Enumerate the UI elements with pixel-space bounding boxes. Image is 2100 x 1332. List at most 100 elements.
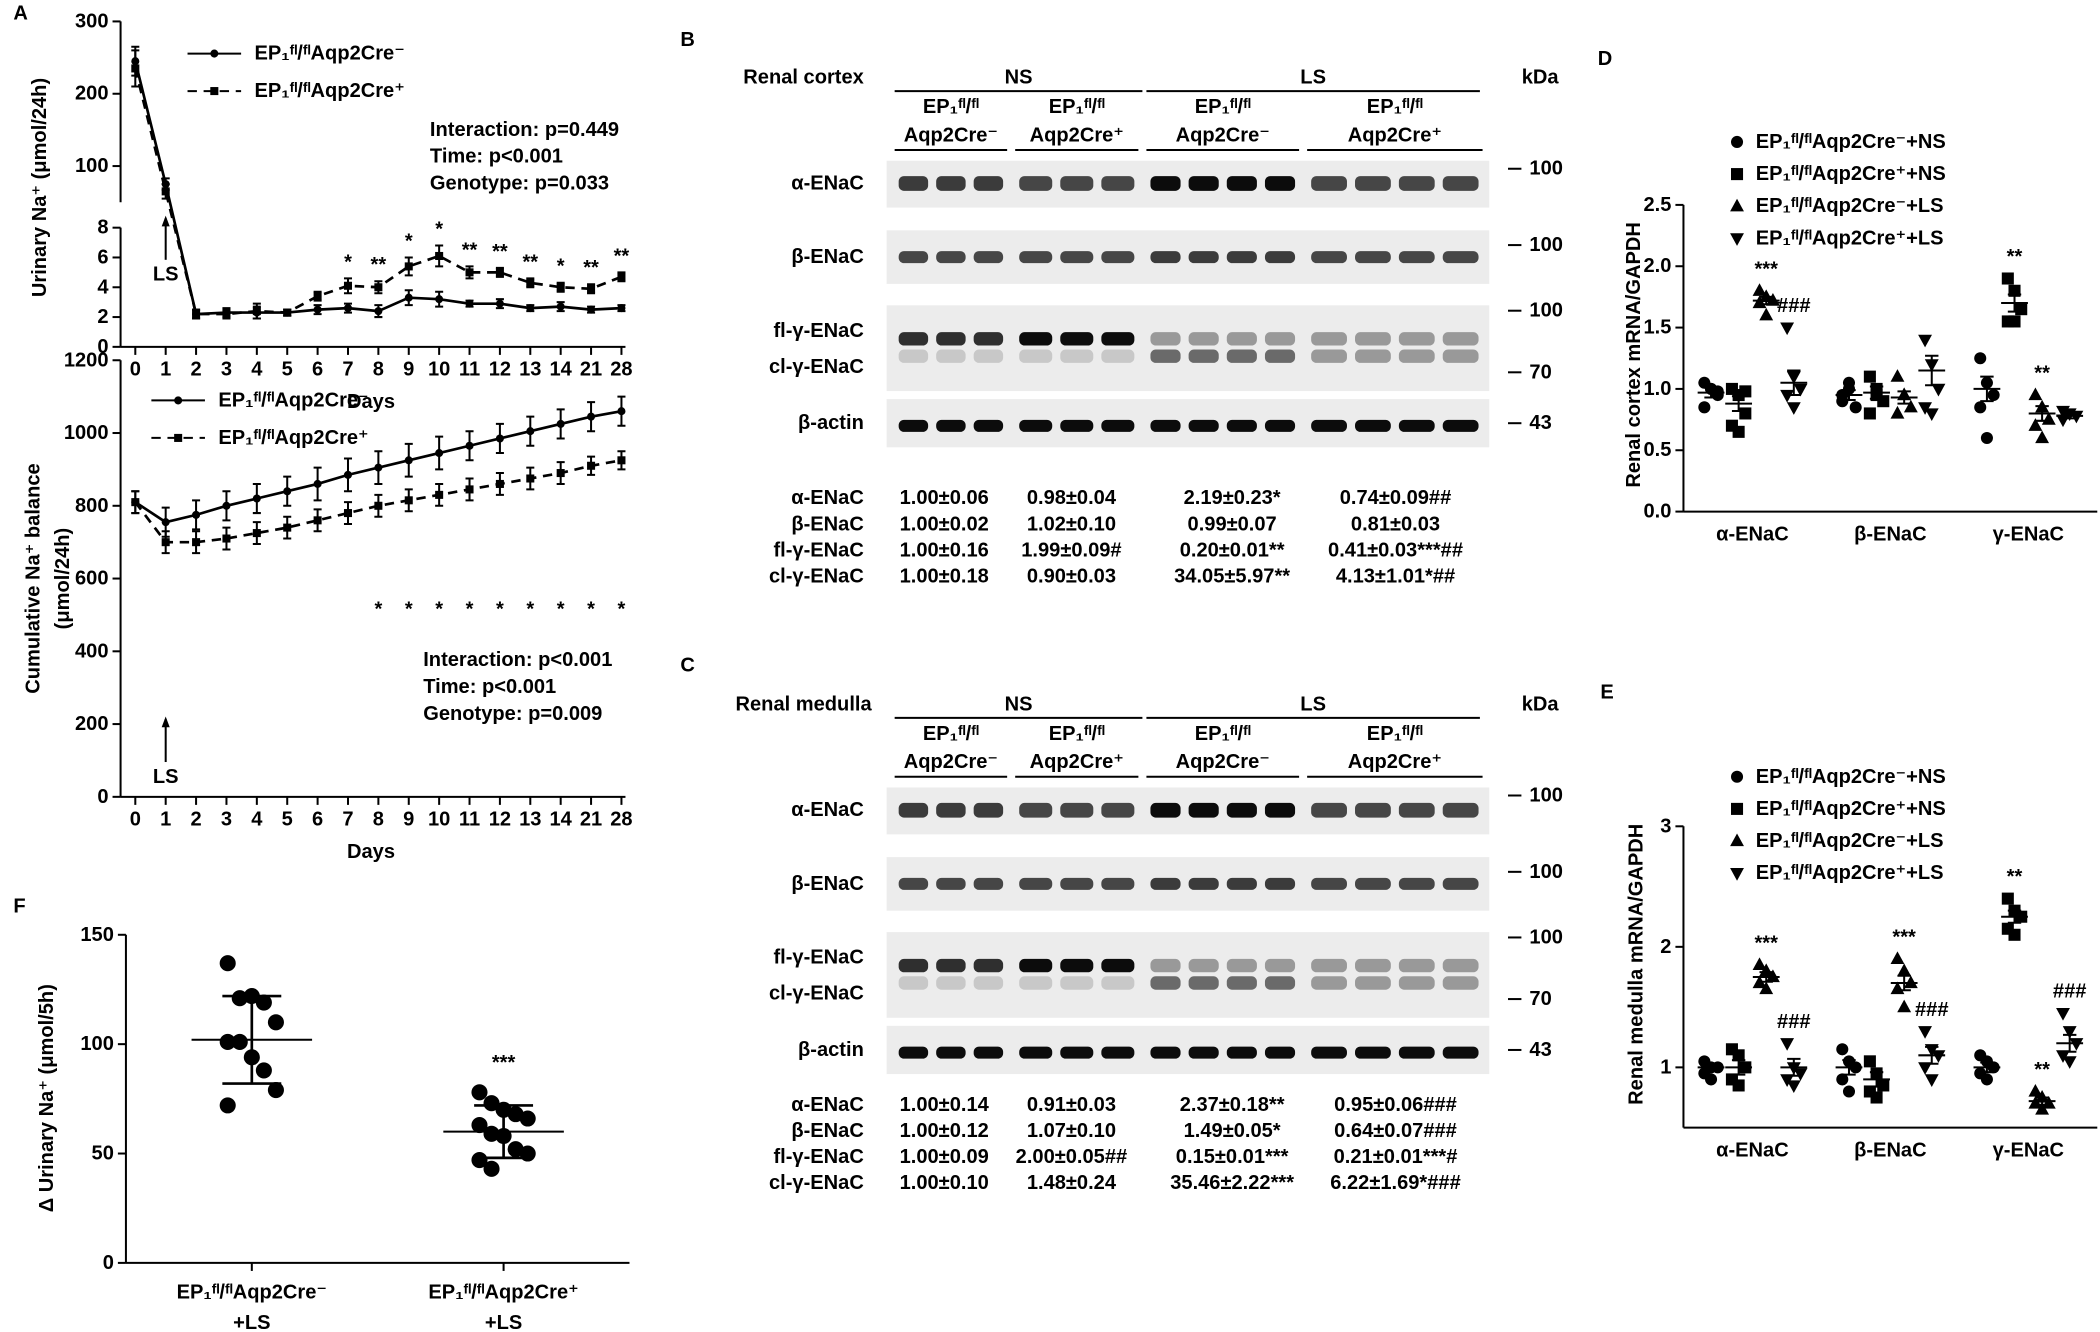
blot-band (898, 419, 929, 432)
data-point (1918, 1026, 1932, 1039)
blot-band (1311, 877, 1347, 890)
data-point (283, 487, 292, 496)
stats-text: Genotype: p=0.033 (430, 172, 609, 194)
blot-band (1311, 419, 1347, 432)
x-tick-label: 28 (610, 809, 632, 831)
significance-label: *** (1754, 258, 1778, 280)
x-tick-label: 9 (403, 359, 414, 381)
table-cell: 0.64±0.07### (1334, 1120, 1457, 1142)
data-point (2062, 1056, 2077, 1069)
group-label: EP₁ᶠˡ/ᶠˡ (1195, 723, 1251, 745)
data-point (2035, 1102, 2050, 1115)
blot-band (973, 176, 1004, 191)
legend-marker (1730, 833, 1744, 847)
data-point (1836, 1043, 1849, 1056)
data-point (587, 461, 596, 470)
table-cell: 1.49±0.05* (1184, 1120, 1281, 1142)
row-label: β-actin (798, 1039, 864, 1061)
significance-label: * (405, 598, 413, 620)
row-label: α-ENaC (791, 799, 864, 821)
blot-band (1311, 251, 1347, 264)
legend-label: EP₁ᶠˡ/ᶠˡAqp2Cre⁺+NS (1756, 798, 1946, 820)
x-tick-label: 11 (459, 359, 480, 381)
stats-text: Time: p<0.001 (430, 146, 563, 168)
data-point (526, 474, 535, 483)
blot-band (1264, 419, 1296, 432)
blot-band (898, 251, 929, 264)
blot-band (1188, 802, 1219, 818)
blot-band (1150, 958, 1181, 973)
group-label: EP₁ᶠˡ/ᶠˡ (1049, 96, 1105, 118)
blot-band (1226, 349, 1257, 363)
data-point (1780, 322, 1795, 336)
significance-label: ** (2007, 246, 2023, 268)
data-point (1863, 1055, 1876, 1068)
blot-band (1398, 332, 1435, 346)
table-row-label: α-ENaC (791, 487, 864, 509)
legend-marker (1730, 135, 1744, 148)
blot-band (1264, 877, 1296, 890)
panel-label: B (680, 29, 695, 51)
data-point (343, 509, 353, 518)
error-bar (2007, 909, 2022, 924)
table-cell: 1.00±0.12 (900, 1120, 989, 1142)
blot-band (1442, 332, 1479, 346)
unit-label: kDa (1522, 67, 1560, 89)
blot-band (1188, 251, 1219, 264)
blot-band (1355, 176, 1391, 191)
data-point (1918, 1062, 1932, 1075)
data-point (219, 1097, 236, 1114)
y-axis-label: Renal cortex mRNA/GAPDH (1623, 222, 1645, 488)
data-point (1739, 385, 1752, 398)
x-tick-label: 9 (403, 809, 414, 831)
data-point (471, 1084, 488, 1101)
blot-band (1442, 419, 1479, 432)
data-point (1974, 352, 1987, 365)
legend-label: EP₁ᶠˡ/ᶠˡAqp2Cre⁻+LS (1756, 830, 1944, 852)
blot-band (1150, 802, 1181, 818)
row-label: α-ENaC (791, 172, 864, 194)
blot-band (1442, 176, 1479, 191)
y-tick-label: 200 (75, 83, 108, 105)
data-point (222, 501, 231, 510)
x-tick-label: 14 (550, 809, 573, 831)
group-label: Aqp2Cre⁺ (1348, 751, 1442, 773)
x-tick-label: 12 (489, 809, 511, 831)
x-tick-label: 1 (160, 359, 171, 381)
data-point (343, 304, 353, 313)
data-point (2028, 418, 2043, 431)
error-bar (1897, 974, 1911, 992)
significance-label: * (344, 251, 352, 273)
data-point (526, 304, 535, 313)
data-point (1924, 408, 1939, 421)
blot-band (1264, 332, 1296, 346)
marker-label: 43 (1529, 412, 1551, 434)
data-point (255, 994, 272, 1011)
x-axis-label: Days (347, 391, 395, 413)
data-point (2015, 303, 2028, 316)
y-tick-label: 1200 (64, 349, 109, 371)
group-label: EP₁ᶠˡ/ᶠˡ (1367, 723, 1423, 745)
blot-band (1398, 877, 1435, 890)
x-tick-label: 14 (550, 359, 573, 381)
blot-band (1311, 976, 1347, 990)
table-cell: 1.02±0.10 (1027, 513, 1116, 535)
table-cell: 0.90±0.03 (1027, 566, 1116, 588)
blot-band (1060, 176, 1094, 191)
significance-label: * (435, 598, 443, 620)
legend-label: EP₁ᶠˡ/ᶠˡAqp2Cre⁺+LS (1756, 227, 1944, 249)
data-point (1732, 1049, 1745, 1062)
data-point (1732, 1079, 1745, 1092)
error-bar (1759, 971, 1773, 983)
blot-band (1019, 349, 1053, 363)
data-point (1765, 293, 1780, 306)
significance-label: ### (1777, 1011, 1810, 1033)
blot-title: Renal medulla (736, 693, 873, 715)
data-point (435, 490, 444, 499)
blot-band (973, 419, 1004, 432)
data-point (219, 1033, 236, 1051)
x-tick-label: 3 (221, 359, 232, 381)
blot-band (1150, 349, 1181, 363)
blot-band (1150, 877, 1181, 890)
